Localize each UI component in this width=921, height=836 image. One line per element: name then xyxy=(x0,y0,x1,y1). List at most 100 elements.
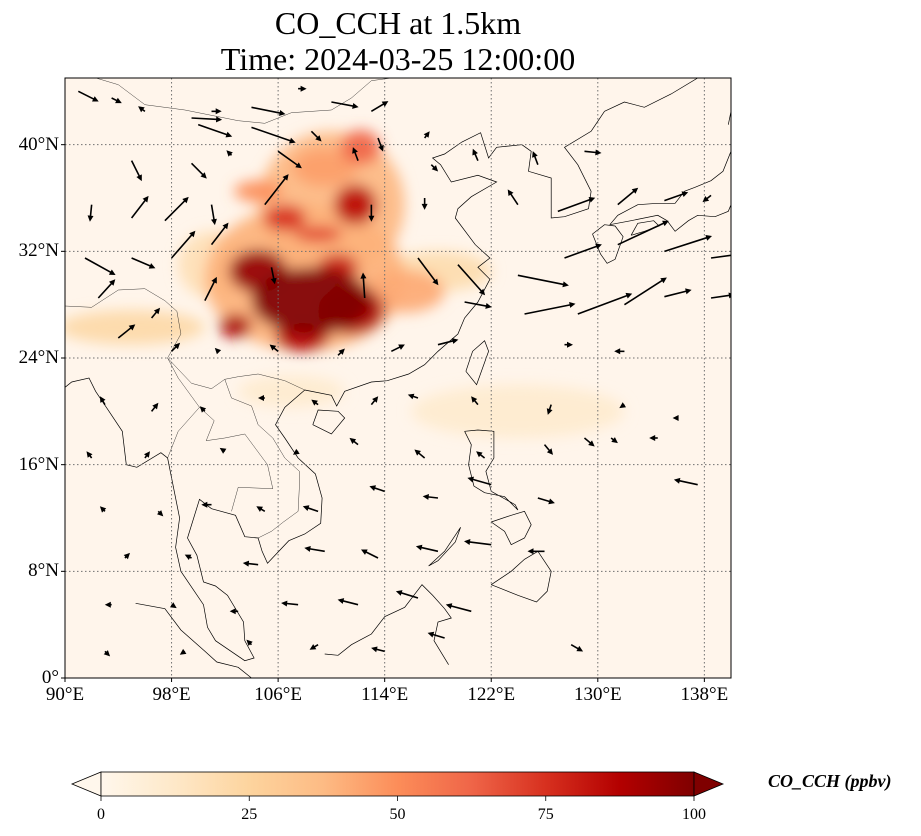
lon-tick-label: 114°E xyxy=(361,684,409,705)
coastline xyxy=(491,550,552,603)
wind-arrow xyxy=(352,147,359,161)
wind-arrow xyxy=(150,402,159,412)
wind-arrow xyxy=(422,494,439,500)
wind-arrow xyxy=(86,451,93,459)
wind-arrow xyxy=(219,447,227,454)
wind-arrow xyxy=(130,160,142,182)
wind-arrow xyxy=(349,437,359,446)
wind-arrow xyxy=(368,204,375,222)
wind-arrow xyxy=(664,235,712,253)
wind-arrow xyxy=(614,348,625,355)
wind-arrow xyxy=(617,220,669,246)
wind-arrow xyxy=(532,151,539,165)
wind-arrow xyxy=(457,264,486,296)
wind-arrow xyxy=(464,301,492,309)
wind-arrow xyxy=(610,437,618,444)
field-patch xyxy=(219,314,252,338)
wind-arrow xyxy=(229,608,239,615)
wind-arrow xyxy=(251,126,296,144)
wind-arrow xyxy=(104,601,112,608)
wind-arrow xyxy=(210,204,217,226)
wind-arrow xyxy=(423,131,430,139)
wind-arrow xyxy=(293,448,300,455)
wind-arrow xyxy=(524,302,576,315)
wind-arrow xyxy=(197,123,233,138)
lat-tick-label: 8°N xyxy=(28,560,59,582)
wind-arrow xyxy=(710,254,731,259)
wind-arrow xyxy=(242,560,259,567)
wind-arrow xyxy=(467,476,492,486)
coastline xyxy=(609,151,731,225)
wind-arrow xyxy=(150,307,161,319)
wind-arrow xyxy=(302,505,319,513)
wind-arrow xyxy=(84,257,116,275)
lat-tick-label: 16°N xyxy=(18,453,59,475)
colorbar-max-extension xyxy=(693,771,725,797)
lat-tick-label: 0° xyxy=(41,667,59,688)
lat-tick-label: 40°N xyxy=(18,133,59,155)
field-patch xyxy=(65,310,205,345)
wind-arrow xyxy=(702,194,712,203)
wind-arrow xyxy=(304,546,325,553)
wind-arrow xyxy=(170,342,181,352)
title-line-1: CO_CCH at 1.5km xyxy=(274,5,522,41)
wind-arrow xyxy=(226,150,233,157)
gridlines xyxy=(65,78,731,678)
colorbar-tick-label: 75 xyxy=(537,806,554,823)
wind-arrow xyxy=(377,137,384,152)
coastline xyxy=(465,340,489,386)
wind-arrow xyxy=(138,106,146,113)
wind-arrow xyxy=(111,97,122,104)
wind-arrow xyxy=(131,257,156,269)
wind-arrow xyxy=(370,101,389,113)
field-patch xyxy=(340,130,381,165)
wind-arrow xyxy=(87,204,94,222)
colorbar-tick-label: 100 xyxy=(682,806,706,823)
wind-arrow xyxy=(564,341,573,348)
wind-arrow xyxy=(624,277,667,306)
wind-arrow xyxy=(184,554,192,560)
wind-arrow xyxy=(546,404,553,415)
wind-arrow xyxy=(99,506,107,513)
wind-arrow xyxy=(583,437,595,447)
wind-arrow xyxy=(414,449,426,459)
wind-arrow xyxy=(395,590,419,599)
field-patch xyxy=(411,384,625,439)
lon-tick-label: 130°E xyxy=(573,684,622,705)
wind-arrow xyxy=(270,267,277,285)
wind-arrow xyxy=(664,288,692,298)
wind-arrow xyxy=(170,230,196,259)
wind-arrow xyxy=(472,148,479,161)
wind-arrow xyxy=(99,396,106,406)
coastline xyxy=(324,584,452,665)
lat-tick-label: 32°N xyxy=(18,240,59,262)
wind-arrow xyxy=(527,548,545,555)
wind-arrow xyxy=(214,347,222,355)
colorbar-tick-label: 50 xyxy=(389,806,406,823)
border-line xyxy=(167,357,200,459)
wind-arrow xyxy=(464,539,492,546)
lon-tick-label: 122°E xyxy=(467,684,516,705)
colorbar-tick-marks xyxy=(100,796,695,801)
field-patch xyxy=(294,226,343,242)
wind-arrow xyxy=(417,257,439,286)
coastlines xyxy=(65,78,731,678)
wind-arrow xyxy=(199,406,207,413)
wind-arrow xyxy=(570,643,584,652)
lon-tick-label: 106°E xyxy=(254,684,302,705)
wind-arrow xyxy=(564,243,602,259)
wind-arrow xyxy=(130,195,149,219)
colorbar-min-extension xyxy=(70,771,102,797)
wind-arrow xyxy=(256,506,266,513)
wind-arrow xyxy=(430,164,439,172)
wind-arrow xyxy=(445,603,472,613)
border-line xyxy=(65,78,392,124)
coastline xyxy=(312,409,346,435)
field-patch xyxy=(238,375,345,408)
wind-arrow xyxy=(537,497,555,505)
wind-arrow xyxy=(360,272,367,299)
wind-arrow xyxy=(407,393,419,400)
wind-arrow xyxy=(673,477,698,486)
